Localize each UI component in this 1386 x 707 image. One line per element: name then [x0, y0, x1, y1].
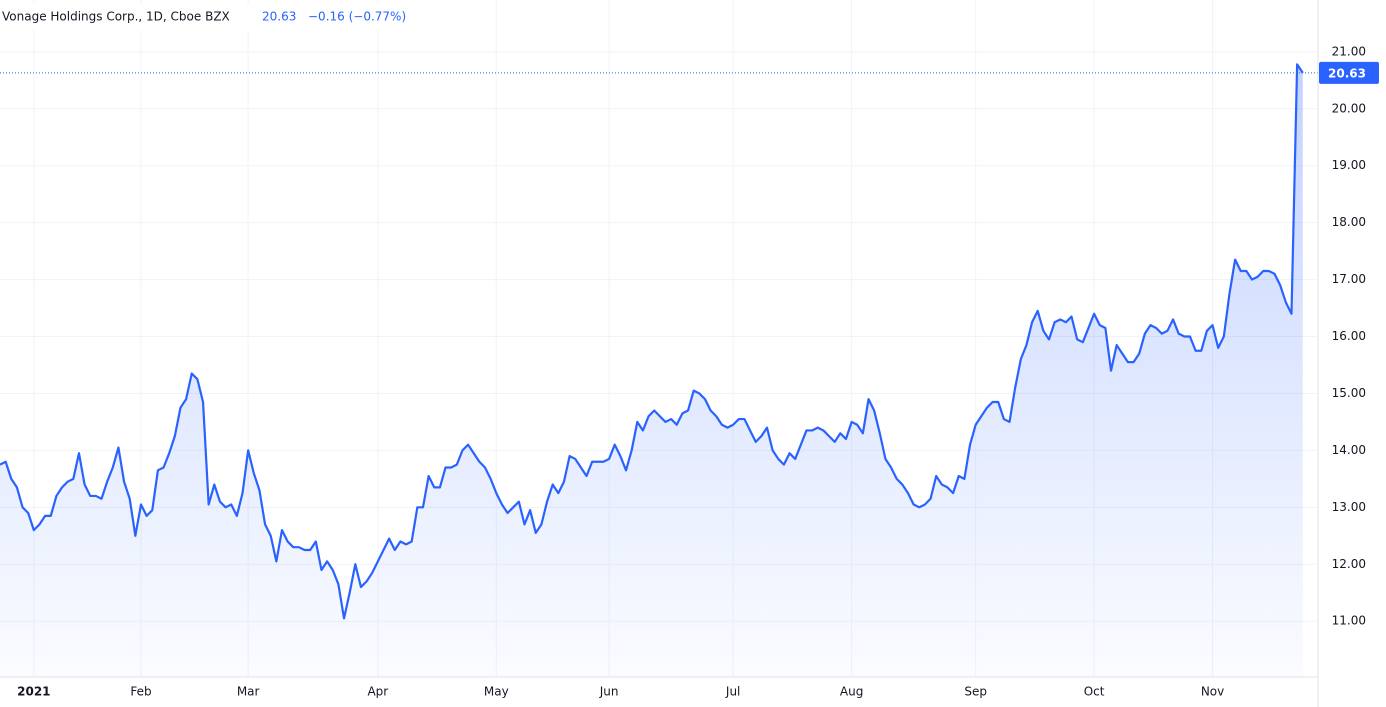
header-bg: [0, 4, 430, 30]
y-tick-label: 21.00: [1332, 44, 1366, 58]
x-tick-label: Jul: [725, 685, 740, 699]
x-tick-label: Oct: [1084, 685, 1105, 699]
price-line: [0, 63, 1304, 620]
series: [0, 63, 1318, 678]
y-tick-label: 11.00: [1332, 614, 1366, 628]
price-change: −0.16 (−0.77%): [308, 10, 406, 24]
last-price: 20.63: [262, 10, 296, 24]
x-tick-label: May: [484, 685, 509, 699]
y-tick-label: 19.00: [1332, 158, 1366, 172]
y-tick-label: 13.00: [1332, 500, 1366, 514]
x-tick-label: Aug: [840, 685, 863, 699]
y-tick-label: 15.00: [1332, 386, 1366, 400]
last-price-box: [1319, 61, 1379, 84]
x-tick-label: Nov: [1201, 685, 1224, 699]
last-price-label: 20.63: [1328, 66, 1366, 80]
area-fill: [0, 64, 1303, 678]
x-tick-label: Jun: [599, 685, 619, 699]
x-tick-label: Sep: [964, 685, 987, 699]
y-tick-label: 14.00: [1332, 443, 1366, 457]
y-tick-label: 16.00: [1332, 329, 1366, 343]
y-tick-label: 17.00: [1332, 272, 1366, 286]
x-tick-label: 2021: [17, 685, 50, 699]
chart-title: Vonage Holdings Corp., 1D, Cboe BZX: [2, 10, 230, 24]
x-tick-label: Mar: [237, 685, 260, 699]
x-tick-label: Feb: [130, 685, 151, 699]
y-tick-label: 12.00: [1332, 557, 1366, 571]
y-tick-label: 20.00: [1332, 101, 1366, 115]
x-tick-label: Apr: [367, 685, 388, 699]
y-tick-label: 18.00: [1332, 215, 1366, 229]
